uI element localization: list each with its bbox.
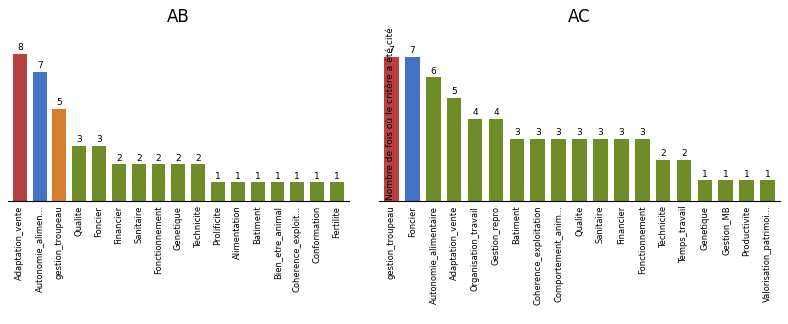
Bar bbox=[739, 180, 754, 201]
Bar bbox=[53, 109, 66, 201]
Bar bbox=[231, 182, 245, 201]
Text: 1: 1 bbox=[764, 170, 771, 179]
Bar bbox=[385, 57, 399, 201]
Text: 1: 1 bbox=[295, 172, 300, 181]
Bar bbox=[32, 72, 46, 201]
Text: 1: 1 bbox=[215, 172, 221, 181]
Text: 5: 5 bbox=[452, 87, 457, 96]
Bar bbox=[270, 182, 284, 201]
Text: 1: 1 bbox=[275, 172, 281, 181]
Text: 3: 3 bbox=[619, 129, 624, 137]
Bar bbox=[251, 182, 265, 201]
Text: 2: 2 bbox=[156, 154, 162, 163]
Bar bbox=[310, 182, 324, 201]
Text: 1: 1 bbox=[702, 170, 708, 179]
Text: 7: 7 bbox=[410, 46, 415, 55]
Bar bbox=[572, 139, 587, 201]
Bar bbox=[635, 139, 649, 201]
Text: 3: 3 bbox=[577, 129, 582, 137]
Bar bbox=[656, 160, 671, 201]
Text: 2: 2 bbox=[136, 154, 142, 163]
Text: 2: 2 bbox=[195, 154, 201, 163]
Text: 3: 3 bbox=[639, 129, 645, 137]
Bar bbox=[291, 182, 304, 201]
Bar bbox=[132, 164, 146, 201]
Text: 3: 3 bbox=[514, 129, 520, 137]
Bar bbox=[593, 139, 608, 201]
Bar bbox=[211, 182, 225, 201]
Text: 1: 1 bbox=[744, 170, 749, 179]
Text: 7: 7 bbox=[388, 46, 394, 55]
Text: Nombre de fois où le critère a été cité: Nombre de fois où le critère a été cité bbox=[385, 27, 395, 200]
Bar bbox=[719, 180, 733, 201]
Text: 3: 3 bbox=[76, 135, 82, 144]
Title: AC: AC bbox=[568, 8, 591, 26]
Text: 3: 3 bbox=[96, 135, 102, 144]
Title: AB: AB bbox=[167, 8, 190, 26]
Text: 1: 1 bbox=[255, 172, 261, 181]
Text: 4: 4 bbox=[493, 108, 499, 117]
Text: 4: 4 bbox=[472, 108, 478, 117]
Text: 3: 3 bbox=[556, 129, 562, 137]
Text: 7: 7 bbox=[37, 62, 43, 71]
Bar bbox=[697, 180, 712, 201]
Bar bbox=[552, 139, 566, 201]
Text: 3: 3 bbox=[535, 129, 541, 137]
Bar bbox=[468, 119, 482, 201]
Bar bbox=[489, 119, 504, 201]
Bar bbox=[510, 139, 524, 201]
Text: 2: 2 bbox=[116, 154, 121, 163]
Text: 2: 2 bbox=[681, 149, 687, 158]
Bar bbox=[677, 160, 691, 201]
Bar bbox=[13, 53, 27, 201]
Bar bbox=[72, 145, 86, 201]
Text: 1: 1 bbox=[235, 172, 240, 181]
Text: 2: 2 bbox=[176, 154, 181, 163]
Bar bbox=[426, 77, 440, 201]
Bar bbox=[614, 139, 629, 201]
Text: 1: 1 bbox=[723, 170, 729, 179]
Text: 2: 2 bbox=[660, 149, 666, 158]
Bar bbox=[112, 164, 126, 201]
Bar bbox=[405, 57, 420, 201]
Bar bbox=[92, 145, 106, 201]
Text: 3: 3 bbox=[597, 129, 604, 137]
Bar bbox=[151, 164, 165, 201]
Bar bbox=[191, 164, 205, 201]
Text: 8: 8 bbox=[17, 43, 23, 52]
Bar bbox=[172, 164, 185, 201]
Bar bbox=[447, 98, 462, 201]
Bar bbox=[330, 182, 344, 201]
Bar bbox=[760, 180, 775, 201]
Text: 1: 1 bbox=[334, 172, 340, 181]
Bar bbox=[530, 139, 545, 201]
Text: 6: 6 bbox=[430, 67, 436, 76]
Text: 5: 5 bbox=[57, 98, 62, 107]
Text: 1: 1 bbox=[314, 172, 320, 181]
